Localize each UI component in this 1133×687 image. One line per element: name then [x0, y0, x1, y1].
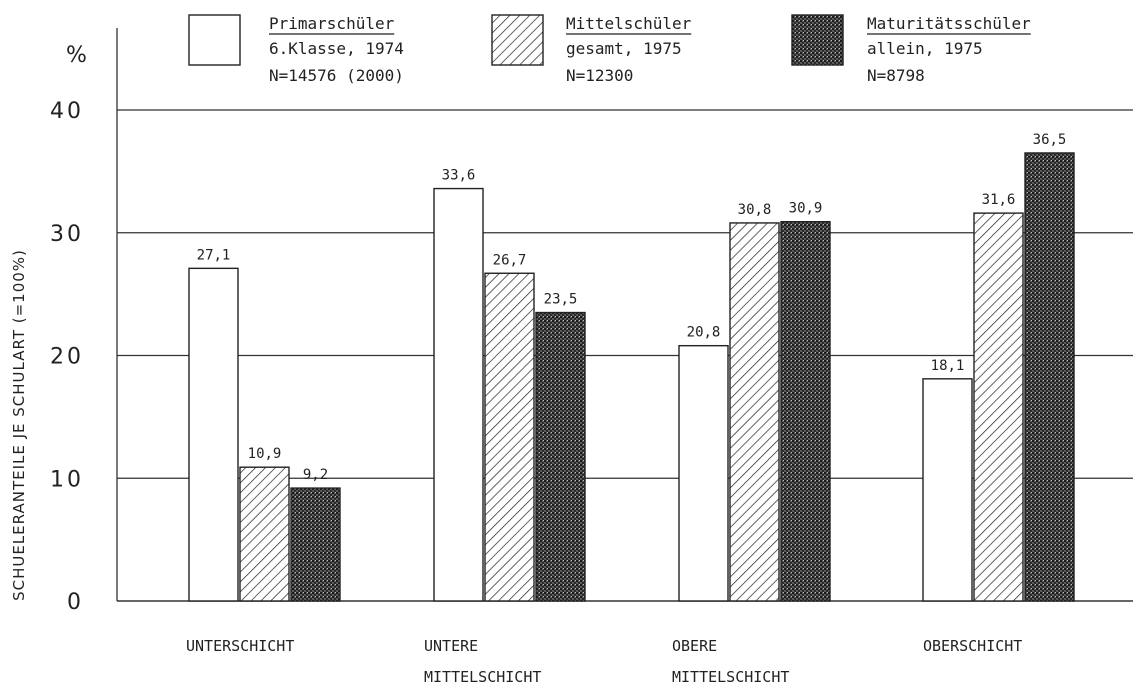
bar-white-1: [433, 187, 484, 602]
bar-dense-2: [780, 221, 831, 602]
data-label: 9,2: [303, 467, 328, 483]
data-label: 10,9: [248, 446, 282, 462]
data-label: 26,7: [493, 252, 527, 268]
category-label: UNTERSCHICHT: [186, 637, 294, 655]
legend: Primarschüler 6.Klasse, 1974 N=14576 (2000…: [188, 14, 1031, 85]
category-label: UNTERE: [424, 637, 478, 655]
y-axis-ticks: 0 10 20 30 40: [50, 99, 84, 615]
bar-hatch-1: [484, 272, 535, 602]
legend-series-n: N=8798: [867, 66, 925, 85]
legend-series-n: N=14576 (2000): [269, 66, 404, 85]
y-tick-label: 0: [67, 590, 84, 615]
legend-series-name: Primarschüler: [269, 14, 395, 33]
legend-swatch-hatch: [491, 14, 544, 66]
y-axis-label: SCHUELERANTEILE JE SCHULART (=100%): [10, 249, 28, 601]
category-label: OBERSCHICHT: [923, 637, 1022, 655]
bar-hatch-3: [973, 212, 1024, 602]
bar-white-2: [678, 344, 729, 602]
y-axis-unit: %: [66, 43, 90, 68]
data-label: 36,5: [1033, 132, 1067, 148]
legend-series-name: Mittelschüler: [566, 14, 692, 33]
y-tick-label: 30: [50, 222, 84, 247]
data-label: 18,1: [931, 358, 965, 374]
data-label: 31,6: [982, 192, 1016, 208]
category-label: MITTELSCHICHT: [672, 668, 789, 686]
legend-series-name: Maturitätsschüler: [867, 14, 1031, 33]
bars: 27,1 33,6 20,8 18,1 10,9 26,7 30,8 31,6 9,2 23,5 3…: [188, 132, 1075, 602]
bar-dense-3: [1024, 152, 1075, 602]
y-tick-label: 10: [50, 467, 84, 492]
bar-hatch-0: [239, 466, 290, 602]
legend-swatch-white: [188, 14, 241, 66]
data-label: 30,9: [789, 201, 823, 217]
legend-swatch-dense: [791, 14, 844, 66]
bar-hatch-2: [729, 222, 780, 602]
data-label: 20,8: [687, 325, 721, 341]
y-tick-label: 40: [50, 99, 84, 124]
x-axis-categories: UNTERSCHICHT UNTERE MITTELSCHICHT OBERE MITT…: [186, 637, 1022, 686]
data-label: 27,1: [197, 247, 231, 263]
category-label: MITTELSCHICHT: [424, 668, 541, 686]
bar-dense-1: [535, 311, 586, 602]
legend-series-detail: gesamt, 1975: [566, 39, 682, 58]
data-label: 23,5: [544, 292, 578, 308]
bar-white-0: [188, 267, 239, 602]
data-label: 30,8: [738, 202, 772, 218]
bar-dense-0: [290, 487, 341, 602]
category-label: OBERE: [672, 637, 717, 655]
data-label: 33,6: [442, 168, 476, 184]
bar-white-3: [922, 378, 973, 602]
y-tick-label: 20: [50, 345, 84, 370]
legend-series-detail: 6.Klasse, 1974: [269, 39, 404, 58]
legend-series-n: N=12300: [566, 66, 633, 85]
legend-series-detail: allein, 1975: [867, 39, 983, 58]
